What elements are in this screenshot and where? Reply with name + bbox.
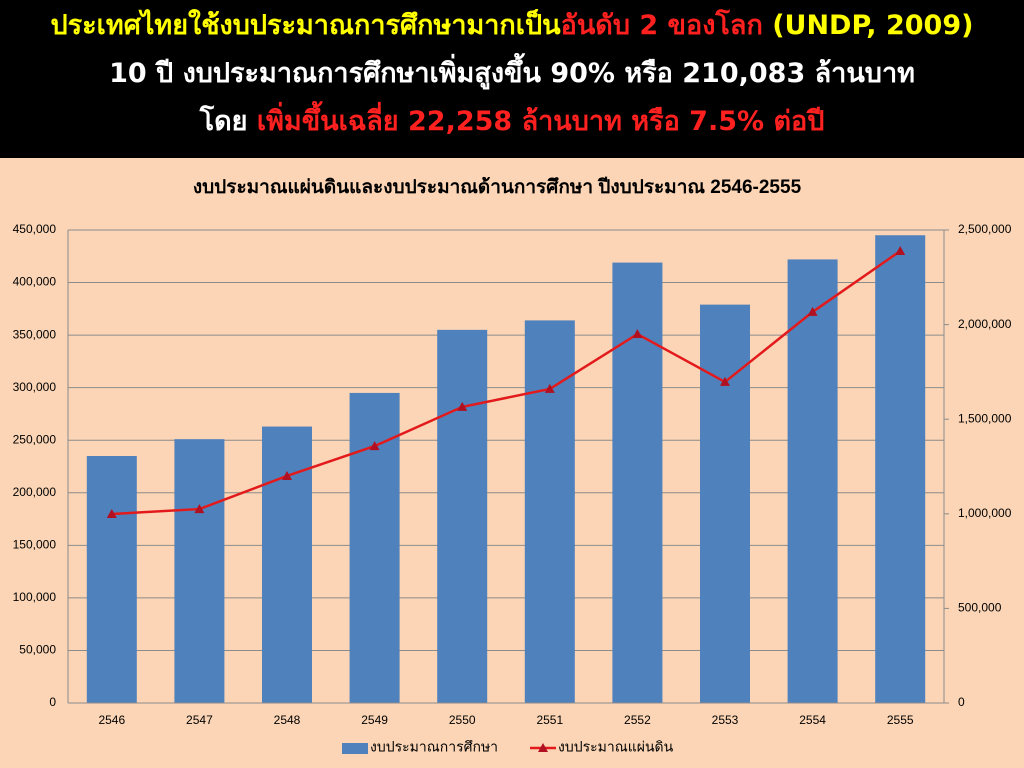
header-text: ประเทศไทยใช้งบประมาณการศึกษามากเป็น (50, 10, 561, 41)
header-line: 10 ปี งบประมาณการศึกษาเพิ่มสูงขึ้น 90% ห… (109, 58, 915, 89)
x-tick-label: 2550 (449, 713, 476, 727)
y-tick-label: 200,000 (13, 485, 57, 499)
line (111, 249, 901, 516)
x-tick-label: 2548 (274, 713, 301, 727)
header-text: เพิ่มขึ้นเฉลี่ย 22,258 ล้านบาท หรือ 7.5%… (256, 106, 825, 137)
y-tick-label: 300,000 (13, 380, 57, 394)
x-tick-label: 2554 (799, 713, 826, 727)
y-tick-label: 400,000 (13, 275, 57, 289)
y-tick-label: 450,000 (13, 222, 57, 236)
legend-label: งบประมาณการศึกษา (370, 739, 498, 755)
chart: งบประมาณแผ่นดินและงบประมาณด้านการศึกษา ป… (13, 176, 1012, 755)
y2-tick-label: 2,500,000 (958, 222, 1012, 236)
y2-tick-label: 2,000,000 (958, 317, 1012, 331)
x-tick-label: 2555 (887, 713, 914, 727)
y-tick-label: 150,000 (13, 538, 57, 552)
line-marker (194, 504, 205, 514)
header-line: โดย เพิ่มขึ้นเฉลี่ย 22,258 ล้านบาท หรือ … (0, 98, 1024, 146)
line-marker (106, 508, 117, 518)
header-line: ประเทศไทยใช้งบประมาณการศึกษามากเป็นอันดั… (0, 2, 1024, 50)
line-marker (720, 376, 730, 386)
bar (86, 455, 137, 703)
bar (787, 259, 838, 703)
legend-label: งบประมาณแผ่นดิน (558, 739, 674, 755)
x-tick-label: 2551 (536, 713, 563, 727)
line-marker (807, 306, 818, 316)
line-marker (282, 470, 292, 480)
x-tick-label: 2553 (712, 713, 739, 727)
y2-tick-label: 1,500,000 (958, 411, 1012, 425)
y-tick-label: 100,000 (13, 590, 57, 604)
bar (875, 235, 926, 703)
y2-tick-label: 500,000 (958, 601, 1002, 615)
legend-swatch (342, 743, 368, 754)
x-tick-label: 2552 (624, 713, 651, 727)
line-marker (544, 383, 555, 393)
x-tick-label: 2549 (361, 713, 388, 727)
bar (437, 329, 488, 703)
y-tick-label: 50,000 (19, 643, 56, 657)
y2-tick-label: 1,000,000 (958, 506, 1012, 520)
header-text: โดย (199, 106, 257, 137)
line-marker (895, 246, 906, 256)
bar (174, 439, 225, 703)
line-marker (457, 401, 468, 411)
header-text: อันดับ 2 ของโลก (560, 10, 763, 41)
chart-title: งบประมาณแผ่นดินและงบประมาณด้านการศึกษา ป… (193, 176, 802, 198)
bar (612, 262, 663, 703)
y-tick-label: 0 (49, 695, 56, 709)
bar (262, 426, 312, 703)
x-tick-label: 2546 (98, 713, 125, 727)
bar (700, 304, 750, 703)
y-tick-label: 350,000 (13, 327, 57, 341)
line-marker (369, 441, 380, 451)
y2-tick-label: 0 (958, 695, 965, 709)
line-marker (632, 329, 643, 339)
y-tick-label: 250,000 (13, 432, 57, 446)
x-tick-label: 2547 (186, 713, 213, 727)
header-text: (UNDP, 2009) (762, 10, 974, 41)
legend-swatch (538, 743, 548, 752)
header: ประเทศไทยใช้งบประมาณการศึกษามากเป็นอันดั… (0, 0, 1024, 158)
